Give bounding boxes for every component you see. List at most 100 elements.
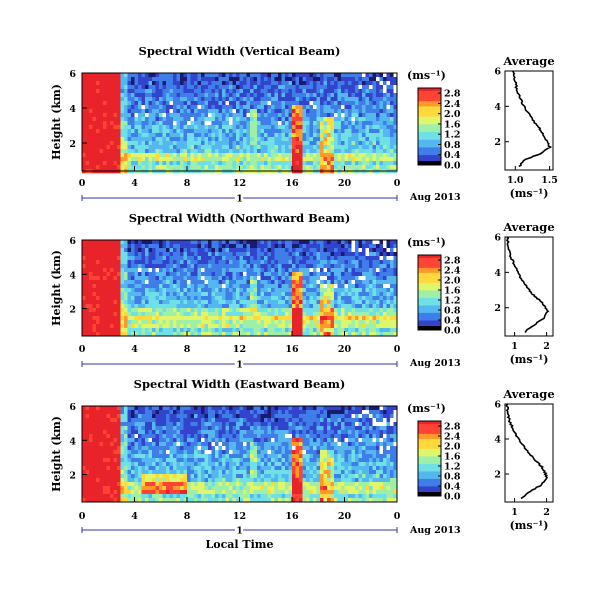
heatmap-cell xyxy=(260,288,265,293)
heatmap-cell xyxy=(124,89,128,94)
heatmap-cell xyxy=(264,129,268,134)
heatmap-cell xyxy=(379,312,384,317)
heatmap-cell xyxy=(169,248,174,253)
heatmap-cell xyxy=(327,304,331,309)
heatmap-cell xyxy=(190,252,195,257)
heatmap-cell xyxy=(229,157,233,162)
heatmap-cell xyxy=(82,276,86,281)
heatmap-cell xyxy=(141,89,146,94)
heatmap-cell xyxy=(327,85,331,90)
heatmap-cell xyxy=(337,117,342,122)
heatmap-cell xyxy=(383,320,387,325)
heatmap-cell xyxy=(260,81,265,86)
heatmap-cell xyxy=(386,101,391,106)
heatmap-cell xyxy=(113,288,118,293)
heatmap-cell xyxy=(246,133,251,138)
heatmap-cell xyxy=(302,276,307,281)
heatmap-cell xyxy=(96,422,100,427)
heatmap-cell xyxy=(365,276,370,281)
heatmap-cell xyxy=(134,332,139,337)
heatmap-cell xyxy=(313,280,317,285)
heatmap-cell xyxy=(155,149,160,154)
heatmap-cell xyxy=(271,324,275,329)
heatmap-cell xyxy=(267,264,272,269)
heatmap-cell xyxy=(225,296,230,301)
heatmap-cell xyxy=(211,113,216,118)
heatmap-cell xyxy=(103,446,107,451)
heatmap-cell xyxy=(288,272,293,277)
heatmap-cell xyxy=(323,77,328,82)
heatmap-cell xyxy=(113,153,118,158)
heatmap-cell xyxy=(85,450,90,455)
heatmap-cell xyxy=(204,153,209,158)
heatmap-cell xyxy=(169,85,174,90)
heatmap-cell xyxy=(215,328,219,333)
heatmap-cell xyxy=(92,109,97,114)
heatmap-cell xyxy=(246,157,251,162)
heatmap-cell xyxy=(358,165,363,170)
heatmap-cell xyxy=(257,256,261,261)
heatmap-cell xyxy=(264,157,268,162)
colorbar-tick-label: 1.2 xyxy=(444,296,461,307)
heatmap-cell xyxy=(295,328,300,333)
heatmap-cell xyxy=(344,272,349,277)
heatmap-cell xyxy=(299,256,303,261)
heatmap-cell xyxy=(309,304,314,309)
heatmap-cell xyxy=(288,304,293,309)
y-tick-label: 6 xyxy=(69,69,76,80)
heatmap-cell xyxy=(250,312,254,317)
colorbar-swatch xyxy=(418,100,441,104)
heatmap-cell xyxy=(110,149,114,154)
heatmap-cell xyxy=(264,141,268,146)
heatmap-cell xyxy=(134,145,139,150)
heatmap-cell xyxy=(306,324,310,329)
heatmap-cell xyxy=(183,276,188,281)
colorbar-tick-label: 2.8 xyxy=(444,89,461,100)
heatmap-cell xyxy=(278,308,282,313)
heatmap-cell xyxy=(155,157,160,162)
heatmap-cell xyxy=(215,244,219,249)
heatmap-cell xyxy=(257,157,261,162)
heatmap-cell xyxy=(341,97,345,102)
heatmap-cell xyxy=(187,264,191,269)
heatmap-cell xyxy=(124,256,128,261)
heatmap-cell xyxy=(166,324,170,329)
heatmap-cell xyxy=(145,300,149,305)
heatmap-cell xyxy=(169,97,174,102)
heatmap-cell xyxy=(225,109,230,114)
heatmap-cell xyxy=(376,288,380,293)
heatmap-cell xyxy=(236,85,240,90)
heatmap-cell xyxy=(141,304,146,309)
heatmap-cell xyxy=(299,316,303,321)
heatmap-cell xyxy=(341,77,345,82)
heatmap-cell xyxy=(278,288,282,293)
heatmap-cell xyxy=(246,89,251,94)
heatmap-cell xyxy=(138,137,142,142)
colorbar-swatch xyxy=(418,282,441,286)
heatmap-cell xyxy=(162,73,167,78)
heatmap-cell xyxy=(99,109,104,114)
heatmap-cell xyxy=(267,85,272,90)
heatmap-cell xyxy=(187,328,191,333)
heatmap-cell xyxy=(355,268,359,273)
heatmap-cell xyxy=(117,141,121,146)
heatmap-cell xyxy=(117,284,121,289)
heatmap-cell xyxy=(229,133,233,138)
colorbar-swatch xyxy=(418,111,441,115)
heatmap-cell xyxy=(82,474,86,479)
heatmap-cell xyxy=(250,105,254,110)
heatmap-cell xyxy=(257,117,261,122)
heatmap-cell xyxy=(180,328,184,333)
heatmap-cell xyxy=(239,109,244,114)
heatmap-cell xyxy=(145,125,149,130)
heatmap-cell xyxy=(166,300,170,305)
heatmap-cell xyxy=(236,316,240,321)
heatmap-cell xyxy=(190,284,195,289)
heatmap-cell xyxy=(113,482,118,487)
heatmap-cell xyxy=(369,137,373,142)
heatmap-cell xyxy=(197,324,202,329)
heatmap-cell xyxy=(337,101,342,106)
heatmap-cell xyxy=(260,141,265,146)
heatmap-cell xyxy=(96,133,100,138)
heatmap-cell xyxy=(204,145,209,150)
